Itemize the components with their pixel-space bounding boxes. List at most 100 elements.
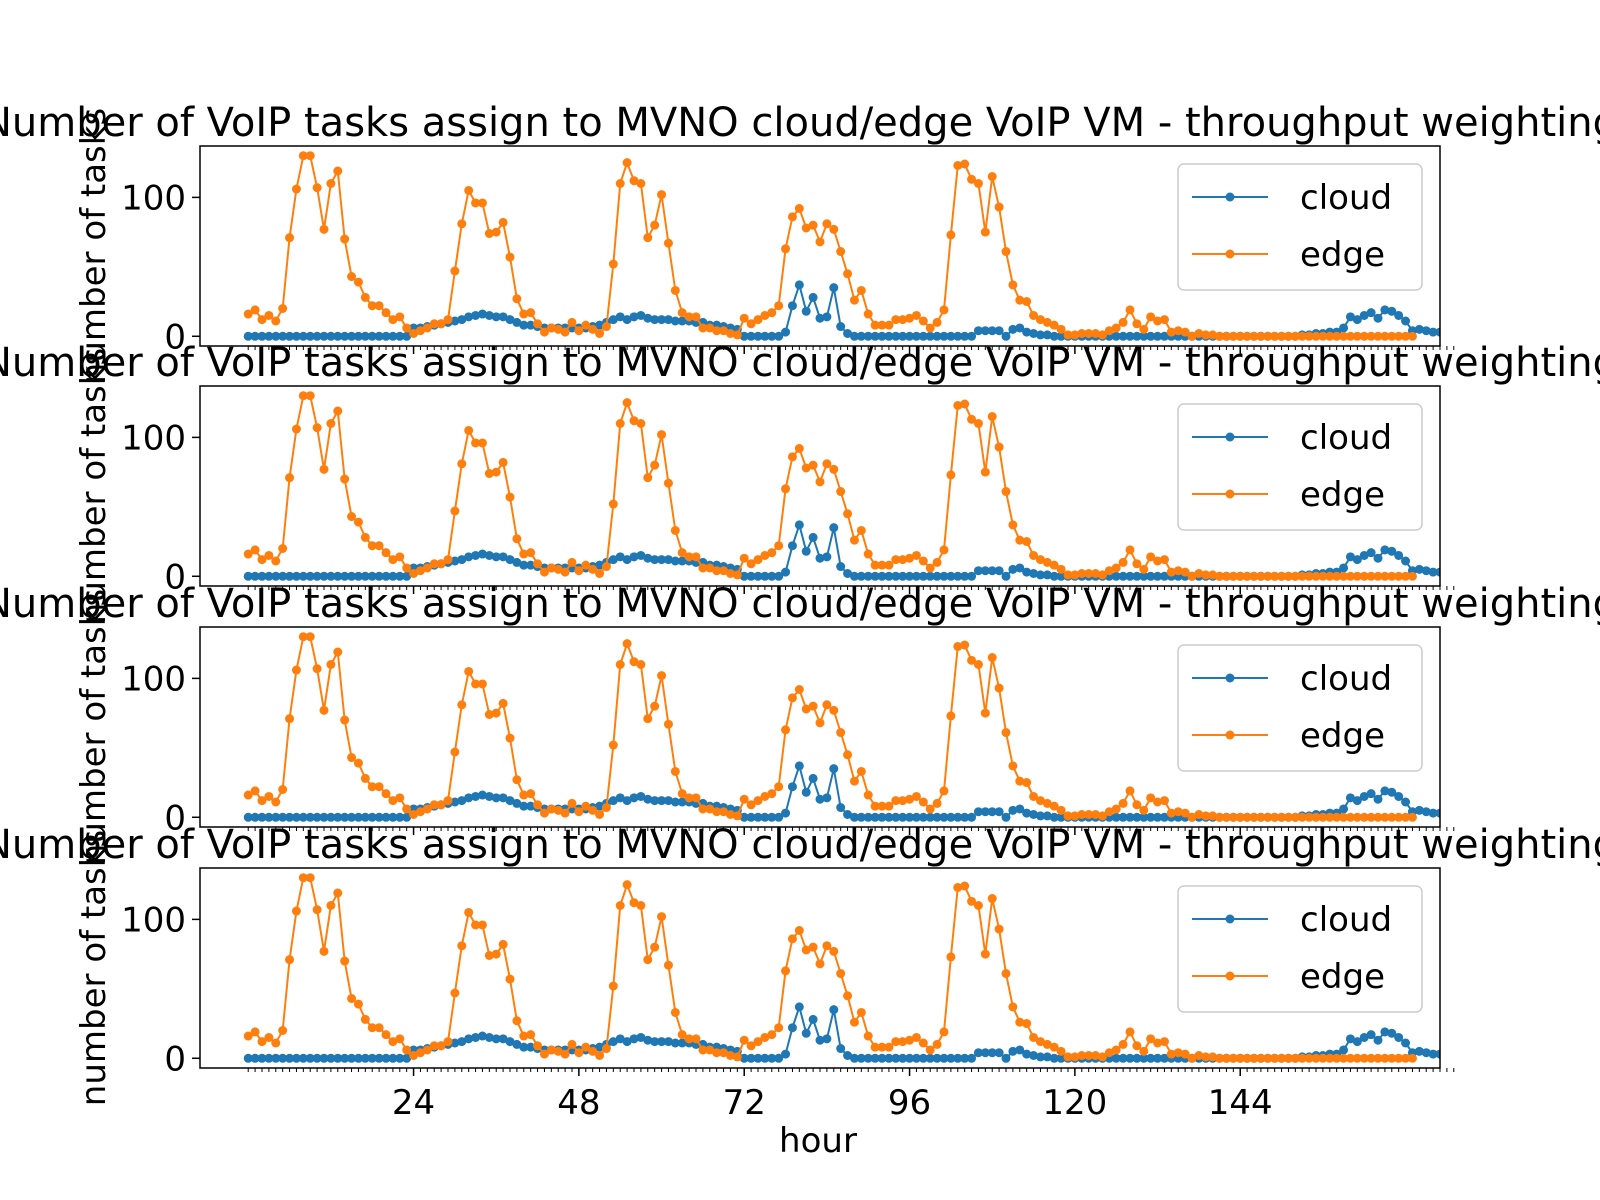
data-point-edge <box>1394 331 1404 341</box>
data-point-edge <box>457 941 467 951</box>
data-point-cloud <box>856 812 866 822</box>
data-point-edge <box>402 563 412 573</box>
data-point-cloud <box>843 569 853 578</box>
data-point-edge <box>305 391 315 401</box>
data-point-edge <box>1228 812 1238 822</box>
data-point-edge <box>822 700 832 710</box>
data-point-edge <box>1297 571 1307 581</box>
data-point-cloud <box>663 1037 673 1047</box>
y-axis-label: number of tasks <box>74 108 114 384</box>
data-point-edge <box>1139 564 1149 574</box>
data-point-edge <box>753 315 763 325</box>
data-point-cloud <box>1132 331 1142 341</box>
data-point-edge <box>877 1042 887 1052</box>
data-point-edge <box>601 1044 611 1054</box>
data-point-cloud <box>891 1053 901 1063</box>
data-point-edge <box>801 223 811 233</box>
data-point-cloud <box>643 1035 653 1045</box>
data-point-edge <box>1077 1051 1087 1060</box>
subplot-2: Number of VoIP tasks assign to MVNO clou… <box>0 340 1600 624</box>
data-point-edge <box>326 179 336 188</box>
data-point-cloud <box>305 812 315 822</box>
data-point-edge <box>1249 571 1259 581</box>
data-point-edge <box>608 740 618 750</box>
data-point-edge <box>250 305 260 315</box>
data-point-edge <box>781 244 791 254</box>
data-point-edge <box>471 679 481 689</box>
data-point-cloud <box>849 571 859 581</box>
data-point-cloud <box>1035 330 1045 340</box>
data-point-edge <box>967 174 977 184</box>
data-point-cloud <box>1387 546 1397 556</box>
data-point-edge <box>1208 570 1218 580</box>
data-point-cloud <box>347 1053 357 1063</box>
data-point-cloud <box>1042 1052 1052 1062</box>
data-point-edge <box>1380 331 1390 341</box>
data-point-edge <box>298 632 308 642</box>
data-point-cloud <box>1029 569 1039 578</box>
data-point-cloud <box>1146 1053 1156 1063</box>
data-point-cloud <box>1387 306 1397 316</box>
data-point-cloud <box>1139 331 1149 341</box>
data-point-cloud <box>636 1032 646 1042</box>
data-point-cloud <box>319 331 329 341</box>
data-point-edge <box>1311 1053 1321 1063</box>
data-point-cloud <box>1001 1053 1011 1063</box>
legend-marker-cloud <box>1225 673 1235 683</box>
data-point-cloud <box>636 550 646 560</box>
data-point-cloud <box>746 1053 756 1063</box>
data-point-edge <box>684 793 694 803</box>
data-point-edge <box>1359 571 1369 581</box>
data-point-cloud <box>271 812 281 822</box>
data-point-cloud <box>1435 327 1440 337</box>
data-point-cloud <box>774 331 784 341</box>
data-point-edge <box>1387 571 1397 581</box>
data-point-edge <box>553 564 563 574</box>
data-point-edge <box>1277 331 1287 341</box>
data-point-cloud <box>464 312 474 322</box>
data-point-edge <box>567 798 577 808</box>
data-point-edge <box>973 419 983 428</box>
data-point-edge <box>787 934 797 944</box>
data-point-cloud <box>760 1053 770 1063</box>
data-point-cloud <box>967 812 977 822</box>
data-point-cloud <box>498 312 508 322</box>
data-point-cloud <box>1029 810 1039 819</box>
data-point-cloud <box>794 520 804 530</box>
data-point-cloud <box>608 315 618 325</box>
y-tick-label: 0 <box>164 1039 186 1079</box>
data-point-edge <box>388 796 398 806</box>
data-point-edge <box>1042 557 1052 567</box>
data-point-edge <box>512 1016 522 1026</box>
data-point-edge <box>884 560 894 570</box>
data-point-edge <box>388 1037 398 1047</box>
data-point-cloud <box>856 331 866 341</box>
series-edge <box>243 151 1417 341</box>
data-point-edge <box>794 444 804 453</box>
data-point-edge <box>1173 807 1183 817</box>
data-point-edge <box>1304 1053 1314 1063</box>
data-point-cloud <box>1042 811 1052 821</box>
data-point-edge <box>746 800 756 810</box>
data-point-cloud <box>629 552 639 562</box>
data-point-edge <box>347 512 357 522</box>
data-point-edge <box>312 183 322 193</box>
data-point-edge <box>464 185 474 195</box>
data-point-cloud <box>781 808 791 818</box>
data-point-edge <box>1290 1053 1300 1063</box>
data-point-edge <box>732 1052 742 1062</box>
data-point-edge <box>801 945 811 955</box>
data-point-edge <box>1029 310 1039 320</box>
data-point-edge <box>1407 1053 1417 1063</box>
data-point-edge <box>1201 1052 1211 1062</box>
data-point-edge <box>1029 1032 1039 1042</box>
data-point-cloud <box>1111 1053 1121 1063</box>
data-point-edge <box>250 545 260 555</box>
legend-marker-cloud <box>1225 914 1235 924</box>
data-point-cloud <box>505 555 515 565</box>
data-point-edge <box>353 517 363 527</box>
data-point-edge <box>801 463 811 473</box>
data-point-cloud <box>1049 812 1059 822</box>
data-point-edge <box>319 464 329 474</box>
data-point-edge <box>388 555 398 565</box>
